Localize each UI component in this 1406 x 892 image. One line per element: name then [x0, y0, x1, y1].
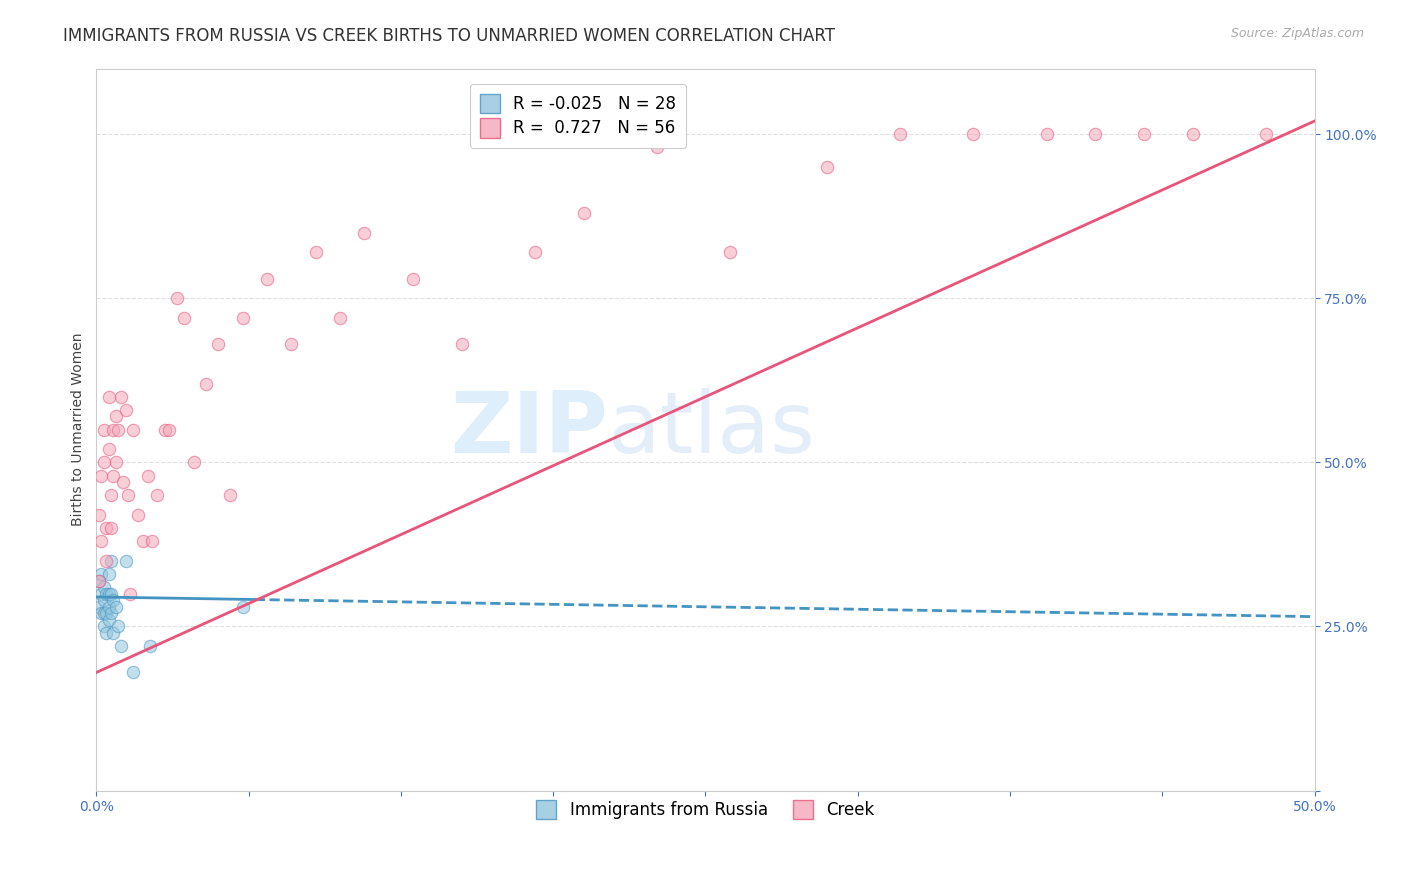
Point: [107, 423, 129, 437]
Point: [94, 521, 117, 535]
Point: [1181, 127, 1204, 141]
Point: [104, 455, 127, 469]
Text: Source: ZipAtlas.com: Source: ZipAtlas.com: [1230, 27, 1364, 40]
Point: [114, 554, 136, 568]
Point: [173, 310, 195, 325]
Point: [122, 423, 145, 437]
Point: [645, 140, 668, 154]
Point: [90, 566, 112, 581]
Legend: Immigrants from Russia, Creek: Immigrants from Russia, Creek: [530, 793, 882, 826]
Point: [159, 423, 181, 437]
Point: [815, 160, 838, 174]
Point: [353, 226, 375, 240]
Point: [90, 607, 112, 621]
Point: [103, 423, 125, 437]
Point: [97, 613, 120, 627]
Point: [97, 442, 120, 457]
Point: [97, 566, 120, 581]
Point: [110, 390, 132, 404]
Point: [122, 665, 145, 680]
Point: [93, 423, 115, 437]
Point: [219, 488, 242, 502]
Point: [93, 455, 115, 469]
Point: [166, 291, 188, 305]
Point: [195, 376, 218, 391]
Point: [127, 508, 149, 522]
Text: atlas: atlas: [607, 388, 815, 471]
Point: [94, 626, 117, 640]
Point: [87, 508, 110, 522]
Point: [136, 468, 159, 483]
Point: [100, 521, 122, 535]
Point: [87, 574, 110, 588]
Point: [1254, 127, 1277, 141]
Point: [131, 534, 153, 549]
Text: ZIP: ZIP: [450, 388, 607, 471]
Point: [207, 337, 229, 351]
Point: [450, 337, 472, 351]
Point: [103, 593, 125, 607]
Point: [146, 488, 169, 502]
Point: [1084, 127, 1107, 141]
Point: [90, 534, 112, 549]
Point: [280, 337, 302, 351]
Point: [100, 554, 122, 568]
Point: [256, 271, 278, 285]
Point: [97, 390, 120, 404]
Point: [523, 245, 546, 260]
Point: [100, 488, 122, 502]
Point: [103, 468, 125, 483]
Point: [572, 206, 595, 220]
Point: [97, 587, 120, 601]
Point: [232, 599, 254, 614]
Point: [304, 245, 326, 260]
Point: [93, 607, 115, 621]
Point: [110, 639, 132, 653]
Point: [117, 488, 139, 502]
Point: [107, 619, 129, 633]
Point: [94, 607, 117, 621]
Point: [718, 245, 741, 260]
Point: [232, 310, 254, 325]
Y-axis label: Births to Unmarried Women: Births to Unmarried Women: [72, 333, 86, 526]
Point: [103, 626, 125, 640]
Point: [104, 599, 127, 614]
Point: [94, 554, 117, 568]
Point: [153, 423, 176, 437]
Point: [402, 271, 425, 285]
Point: [93, 619, 115, 633]
Point: [94, 587, 117, 601]
Point: [114, 402, 136, 417]
Point: [962, 127, 984, 141]
Point: [139, 639, 162, 653]
Point: [93, 593, 115, 607]
Point: [183, 455, 205, 469]
Point: [90, 468, 112, 483]
Point: [87, 574, 110, 588]
Point: [93, 580, 115, 594]
Point: [120, 587, 142, 601]
Point: [1133, 127, 1156, 141]
Point: [1035, 127, 1057, 141]
Point: [889, 127, 911, 141]
Point: [104, 409, 127, 424]
Text: IMMIGRANTS FROM RUSSIA VS CREEK BIRTHS TO UNMARRIED WOMEN CORRELATION CHART: IMMIGRANTS FROM RUSSIA VS CREEK BIRTHS T…: [63, 27, 835, 45]
Point: [329, 310, 352, 325]
Point: [97, 599, 120, 614]
Point: [87, 599, 110, 614]
Point: [100, 607, 122, 621]
Point: [90, 587, 112, 601]
Point: [141, 534, 163, 549]
Point: [112, 475, 135, 489]
Point: [100, 587, 122, 601]
